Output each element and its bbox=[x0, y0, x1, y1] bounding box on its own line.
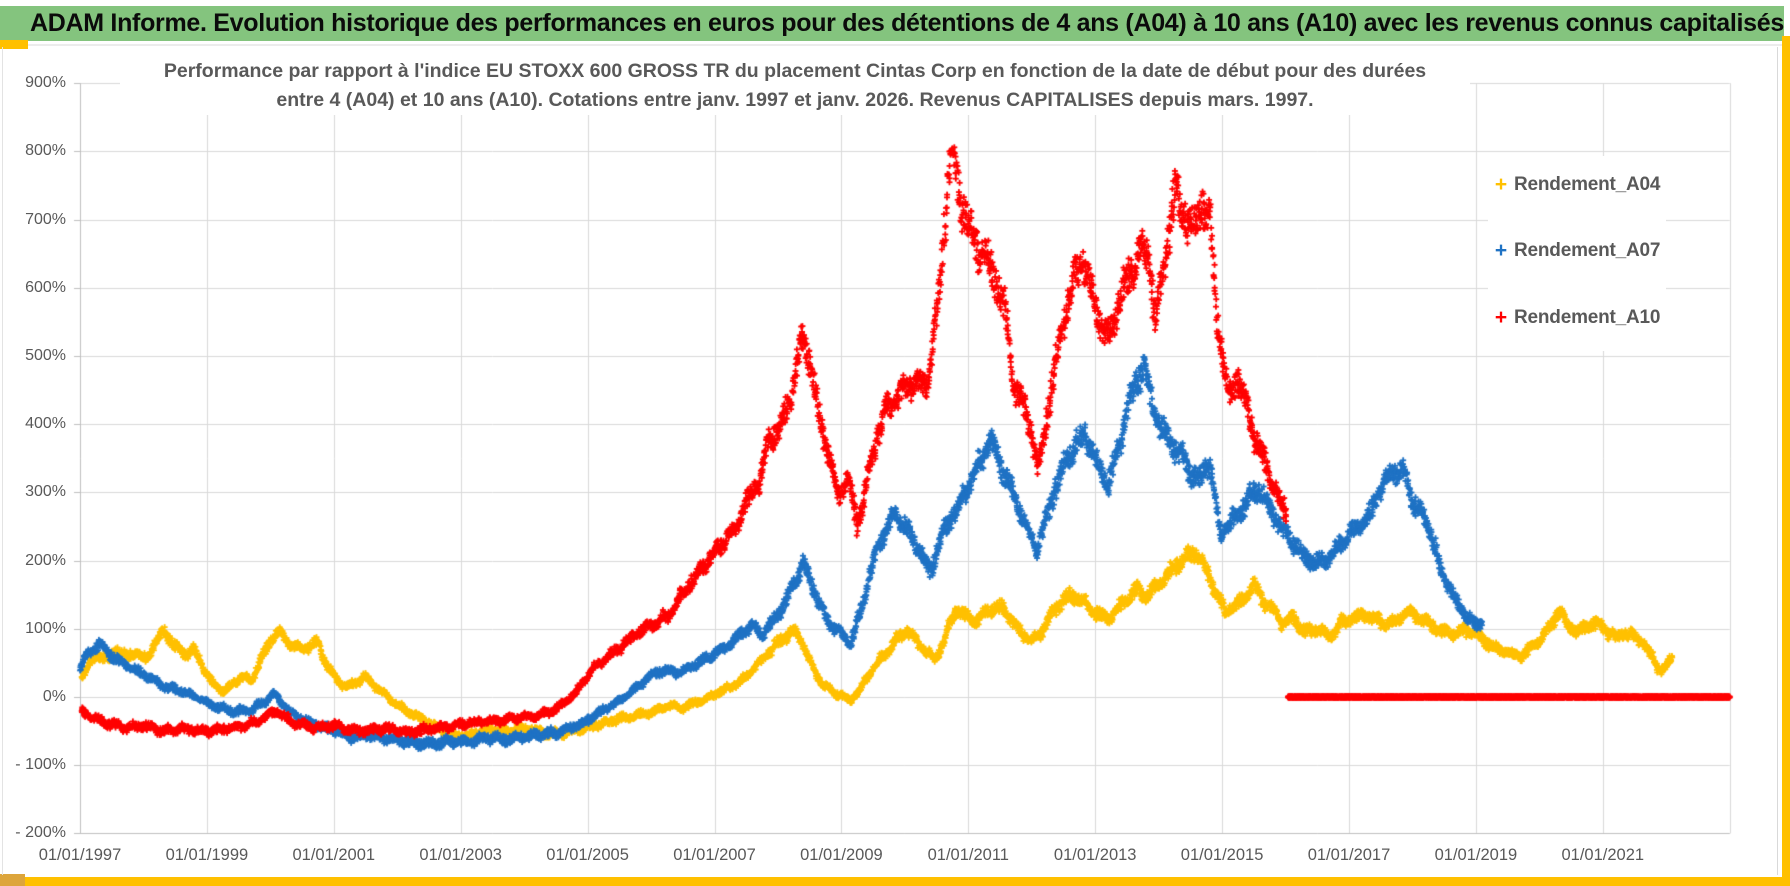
x-axis-tick-label: 01/01/2005 bbox=[546, 846, 629, 864]
chart-legend: + Rendement_A04 + Rendement_A07 + Rendement_A… bbox=[1488, 156, 1666, 351]
x-axis-tick-label: 01/01/1999 bbox=[165, 846, 249, 864]
legend-item-rendement_a07: + Rendement_A07 bbox=[1488, 236, 1666, 266]
x-axis-tick-label: 01/01/2011 bbox=[927, 846, 1009, 864]
y-axis-tick-label: - 100% bbox=[15, 756, 66, 774]
chart-title: Performance par rapport à l'indice EU ST… bbox=[120, 57, 1470, 115]
y-axis-tick-label: 500% bbox=[25, 347, 66, 364]
y-axis-tick-label: 600% bbox=[25, 278, 66, 296]
x-axis-tick-label: 01/01/2021 bbox=[1561, 846, 1645, 864]
y-axis-tick-label: 200% bbox=[25, 551, 66, 569]
y-axis-tick-label: 100% bbox=[25, 619, 66, 637]
legend-plus-marker-icon: + bbox=[1494, 239, 1508, 262]
chart-title-line2: entre 4 (A04) et 10 ans (A10). Cotations… bbox=[276, 89, 1314, 111]
y-axis-tick-label: 400% bbox=[25, 415, 66, 433]
y-axis-tick-label: 900% bbox=[25, 74, 66, 92]
y-axis-tick-label: 800% bbox=[25, 142, 66, 160]
y-axis-tick-label: 300% bbox=[25, 483, 66, 501]
x-axis-tick-label: 01/01/2009 bbox=[800, 846, 883, 864]
x-axis-tick-label: 01/01/2017 bbox=[1307, 846, 1391, 864]
y-axis-tick-label: 700% bbox=[25, 210, 66, 228]
y-axis-tick-label: 0% bbox=[42, 688, 66, 705]
legend-label: Rendement_A04 bbox=[1514, 174, 1661, 195]
legend-plus-marker-icon: + bbox=[1494, 306, 1508, 329]
legend-item-rendement_a10: + Rendement_A10 bbox=[1488, 303, 1666, 333]
legend-label: Rendement_A07 bbox=[1514, 240, 1661, 261]
x-axis-tick-label: 01/01/2015 bbox=[1180, 846, 1264, 864]
x-axis-tick-label: 01/01/2001 bbox=[292, 846, 376, 864]
legend-plus-marker-icon: + bbox=[1494, 173, 1508, 196]
legend-item-rendement_a04: + Rendement_A04 bbox=[1488, 170, 1666, 200]
chart-title-line1: Performance par rapport à l'indice EU ST… bbox=[163, 60, 1427, 82]
x-axis-tick-label: 01/01/2013 bbox=[1053, 846, 1137, 864]
legend-label: Rendement_A10 bbox=[1514, 307, 1661, 328]
y-axis-tick-label: - 200% bbox=[15, 824, 66, 842]
x-axis-tick-label: 01/01/2003 bbox=[419, 846, 502, 864]
x-axis-tick-label: 01/01/2007 bbox=[673, 846, 756, 864]
x-axis-tick-label: 01/01/1997 bbox=[38, 846, 122, 864]
x-axis-tick-label: 01/01/2019 bbox=[1434, 846, 1518, 864]
